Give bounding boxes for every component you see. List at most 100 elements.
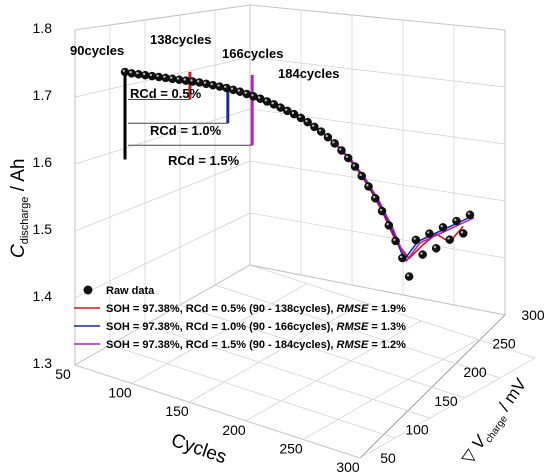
x-tick-label: 250 xyxy=(279,440,303,456)
raw-data-point-highlight xyxy=(386,222,389,226)
y-axis-label-main: C xyxy=(8,244,29,258)
raw-data-point-highlight xyxy=(399,255,403,259)
legend-entry-raw: Raw data xyxy=(106,285,155,297)
raw-data-point xyxy=(337,146,346,155)
raw-data-point-highlight xyxy=(332,140,335,144)
gridline-right xyxy=(249,4,506,31)
raw-data-point-highlight xyxy=(284,108,288,111)
gridline-back xyxy=(74,108,251,165)
raw-data-point xyxy=(371,194,380,203)
legend-rmse-value: = 1.9% xyxy=(368,303,406,315)
raw-data-point-highlight xyxy=(278,105,281,108)
raw-data-point xyxy=(384,221,394,230)
raw-data-point-highlight xyxy=(366,184,369,187)
raw-data-point xyxy=(445,235,454,244)
x-tick-label: 300 xyxy=(336,459,360,475)
tick-labels: 1.3 1.4 1.5 1.6 1.7 1.8 50 100 150 200 250 300 50 100… xyxy=(33,20,545,475)
z-axis-label-unit: / mV xyxy=(492,374,531,418)
raw-data-point-highlight xyxy=(230,87,234,90)
right-wall xyxy=(249,4,506,316)
gridline-floor xyxy=(245,320,422,422)
raw-data-point xyxy=(391,236,400,246)
raw-data-point-highlight xyxy=(467,212,470,215)
raw-data-point xyxy=(411,235,421,245)
raw-data-point xyxy=(330,139,339,148)
raw-data-point xyxy=(418,250,427,259)
raw-data-point-highlight xyxy=(210,82,213,86)
raw-data-point-highlight xyxy=(359,173,362,177)
z-tick-label: 50 xyxy=(380,450,396,466)
x-tick-label: 50 xyxy=(55,366,71,382)
y-axis-label-unit: / Ah xyxy=(8,159,29,197)
raw-data-point xyxy=(465,210,475,220)
annotation-r05: RCd = 0.5% xyxy=(130,86,202,101)
raw-data-point-highlight xyxy=(156,74,159,78)
gridline-floor xyxy=(131,283,308,384)
raw-data-point-highlight xyxy=(345,155,349,159)
y-tick-label: 1.7 xyxy=(33,87,53,103)
raw-data-point-highlight xyxy=(251,93,254,97)
raw-data-point-highlight xyxy=(318,129,322,132)
annotation-a90: 90cycles xyxy=(70,43,124,58)
raw-data-point xyxy=(357,171,367,181)
raw-data-point xyxy=(316,127,326,136)
raw-data-point-highlight xyxy=(257,96,261,99)
raw-data-point-highlight xyxy=(291,111,295,115)
z-tick-label: 200 xyxy=(463,364,487,380)
raw-data-points xyxy=(120,67,475,281)
legend-text: SOH = 97.38%, RCd = 1.5% (90 - 184cycles… xyxy=(106,339,337,351)
raw-data-point-highlight xyxy=(325,134,328,138)
raw-data-point-highlight xyxy=(427,231,430,234)
raw-data-point xyxy=(343,153,353,163)
raw-data-point xyxy=(377,206,387,216)
gridline-floor xyxy=(109,344,396,439)
raw-data-point-highlight xyxy=(352,164,355,167)
raw-data-point-highlight xyxy=(420,252,423,255)
raw-data-point-highlight xyxy=(176,77,180,80)
raw-data-point-highlight xyxy=(264,99,268,102)
legend-text: SOH = 97.38%, RCd = 0.5% (90 - 138cycles… xyxy=(106,303,337,315)
raw-data-point-highlight xyxy=(440,224,443,228)
raw-data-point xyxy=(303,117,312,127)
legend-entry-s2: SOH = 97.38%, RCd = 1.0% (90 - 166cycles… xyxy=(106,321,406,333)
raw-data-point xyxy=(364,182,373,191)
raw-data-point xyxy=(458,229,468,238)
raw-data-point-highlight xyxy=(183,78,186,81)
raw-data-point-highlight xyxy=(433,245,437,249)
legend-text: SOH = 97.38%, RCd = 1.0% (90 - 166cycles… xyxy=(106,321,337,333)
raw-data-point xyxy=(323,133,333,142)
y-tick-label: 1.4 xyxy=(33,288,53,304)
raw-data-point-highlight xyxy=(447,237,450,240)
raw-data-point-highlight xyxy=(298,115,301,118)
raw-data-point-highlight xyxy=(163,75,166,78)
z-tick-label: 300 xyxy=(521,307,545,323)
legend: Raw data SOH = 97.38%, RCd = 0.5% (90 - 1… xyxy=(74,285,406,351)
gridline-floor xyxy=(74,364,361,459)
raw-data-point-highlight xyxy=(122,69,126,73)
gridline-floor xyxy=(359,357,536,459)
raw-data-point-highlight xyxy=(237,89,240,92)
z-axis-label: ▽ Vcharge / mV xyxy=(458,374,533,469)
raw-data-point xyxy=(425,229,434,238)
gridline-floor xyxy=(144,324,431,419)
legend-rmse-label: RMSE xyxy=(337,303,369,315)
x-tick-label: 150 xyxy=(165,403,189,419)
z-tick-label: 150 xyxy=(434,393,458,409)
raw-data-point-highlight xyxy=(169,76,173,79)
raw-data-point-highlight xyxy=(136,71,139,75)
annotation-a166: 166cycles xyxy=(222,46,283,61)
legend-rmse-label: RMSE xyxy=(337,321,369,333)
gridline-floor xyxy=(249,264,536,359)
raw-data-point-highlight xyxy=(339,148,342,151)
y-axis-label: Cdischarge / Ah xyxy=(8,159,31,258)
gridline-floor xyxy=(302,339,479,440)
gridline-right xyxy=(249,212,506,259)
gridlines xyxy=(74,4,536,459)
legend-rmse-label: RMSE xyxy=(337,339,369,351)
legend-marker-dot xyxy=(83,285,93,295)
y-tick-label: 1.5 xyxy=(33,221,53,237)
raw-data-point-highlight xyxy=(406,274,410,277)
y-tick-label: 1.6 xyxy=(33,154,53,170)
